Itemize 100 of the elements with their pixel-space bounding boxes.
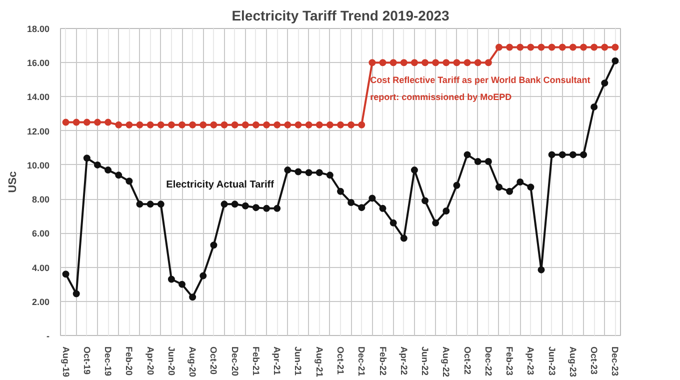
point: [558, 151, 566, 158]
point: [569, 151, 576, 158]
point: [390, 59, 397, 66]
point: [284, 166, 292, 174]
point: [274, 204, 281, 212]
y-tick-label: 6.00: [32, 228, 50, 239]
y-tick-label: 12.00: [26, 126, 50, 136]
y-tick-label: 10.00: [26, 160, 50, 170]
point: [210, 121, 218, 128]
point: [242, 121, 249, 128]
x-tick-label: Dec-23: [610, 346, 620, 376]
point: [410, 59, 418, 66]
x-tick-label: Aug-22: [441, 346, 452, 378]
point: [62, 118, 70, 126]
point: [274, 121, 281, 128]
point: [115, 121, 122, 128]
x-tick-label: Apr-21: [272, 346, 282, 376]
point: [464, 59, 471, 66]
point: [506, 188, 514, 195]
point: [580, 44, 588, 51]
x-tick-label: Oct-22: [462, 346, 472, 375]
point: [252, 204, 260, 212]
point: [612, 57, 619, 64]
y-tick-label: 4.00: [32, 262, 50, 273]
point: [168, 276, 175, 283]
point: [220, 200, 228, 208]
point: [210, 242, 218, 249]
point: [590, 44, 598, 51]
x-tick-label: Dec-20: [230, 346, 240, 376]
point: [294, 168, 302, 176]
point: [316, 121, 323, 128]
x-tick-label: Oct-23: [589, 346, 600, 375]
point: [442, 59, 450, 66]
x-tick-label: Aug-20: [188, 346, 198, 378]
point: [538, 44, 545, 51]
point: [569, 44, 576, 51]
x-tick-label: Aug-19: [60, 346, 71, 378]
chart-title: Electricity Tariff Trend 2019-2023: [232, 8, 450, 24]
point: [62, 270, 70, 278]
point: [410, 166, 418, 174]
y-tick-label: -: [46, 331, 50, 341]
y-tick-label: 16.00: [26, 58, 50, 68]
point: [379, 204, 386, 212]
point: [242, 202, 249, 210]
point: [294, 121, 302, 128]
x-tick-label: Feb-21: [250, 346, 261, 376]
x-tick-label: Dec-22: [483, 346, 494, 376]
point: [601, 44, 608, 51]
point: [422, 59, 429, 66]
point: [305, 121, 312, 128]
point: [495, 44, 502, 51]
x-tick-label: Jun-21: [293, 346, 304, 376]
point: [484, 59, 492, 66]
point: [516, 178, 524, 186]
point: [178, 280, 186, 288]
point: [94, 161, 101, 168]
x-tick-label: Oct-20: [208, 346, 219, 375]
y-tick-label: 18.00: [26, 24, 50, 34]
x-tick-label: Jun-22: [420, 346, 430, 376]
point: [527, 184, 534, 191]
point: [348, 121, 355, 128]
point: [464, 151, 471, 158]
point: [263, 204, 270, 212]
point: [83, 154, 90, 162]
point: [432, 219, 440, 226]
point: [400, 234, 408, 242]
point: [527, 44, 534, 51]
x-tick-label: Jun-20: [166, 346, 176, 376]
point: [453, 59, 460, 66]
x-tick-label: Dec-21: [356, 346, 367, 376]
point: [126, 178, 133, 185]
point: [231, 121, 238, 128]
series-label: Cost Reflective Tariff as per World Bank Consultant report: commissioned by MoEPD: [370, 74, 590, 102]
point: [220, 121, 228, 128]
point: [474, 158, 482, 166]
point: [432, 59, 440, 66]
series-label: Electricity Actual Tariff: [166, 180, 275, 191]
point: [548, 151, 556, 158]
point: [474, 59, 482, 66]
point: [548, 44, 556, 51]
point: [189, 294, 196, 301]
point: [358, 204, 366, 212]
point: [189, 121, 196, 128]
point: [157, 200, 164, 208]
point: [72, 118, 80, 126]
point: [83, 118, 90, 126]
point: [337, 188, 344, 195]
point: [94, 118, 101, 126]
point: [390, 219, 397, 226]
x-tick-label: Oct-19: [82, 346, 92, 375]
x-tick-label: Apr-22: [398, 346, 409, 376]
x-tick-label: Aug-21: [314, 346, 324, 378]
point: [379, 59, 386, 66]
point: [305, 169, 312, 176]
x-tick-label: Feb-20: [124, 346, 134, 376]
point: [538, 266, 545, 274]
point: [590, 103, 598, 110]
x-tick-label: Apr-20: [145, 346, 156, 376]
y-tick-label: 2.00: [32, 296, 50, 307]
point: [126, 121, 133, 128]
